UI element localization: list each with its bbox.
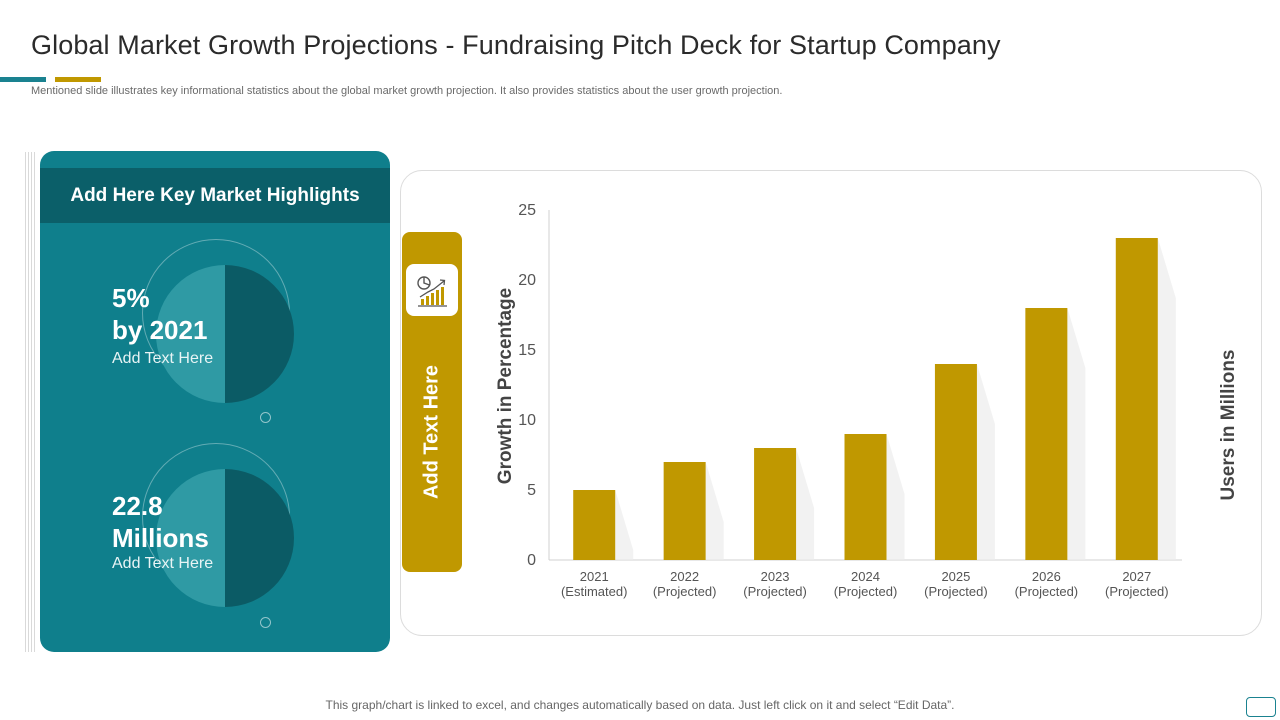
- bar: [1025, 308, 1068, 560]
- y-tick-label: 0: [527, 552, 536, 569]
- highlights-heading: Add Here Key Market Highlights: [40, 168, 390, 223]
- y-tick-label: 25: [518, 202, 536, 219]
- x-tick-sublabel: (Projected): [1015, 584, 1079, 599]
- highlight-value-1-line2: by 2021: [112, 315, 208, 345]
- bar-shadow: [796, 448, 815, 560]
- corner-frame: [1246, 697, 1276, 717]
- title-accent-gold: [55, 77, 101, 82]
- highlight-ring-dot-2: [260, 617, 271, 628]
- x-tick-label: 2026: [1032, 569, 1061, 584]
- x-tick-label: 2025: [941, 569, 970, 584]
- bar-shadow: [1157, 238, 1176, 560]
- x-tick-sublabel: (Projected): [834, 584, 898, 599]
- highlight-value-1-line1: 5%: [112, 283, 150, 313]
- title-accent-teal: [0, 77, 46, 82]
- x-tick-sublabel: (Estimated): [561, 584, 627, 599]
- panel-decorative-stripe: [25, 152, 37, 652]
- y-tick-label: 10: [518, 412, 536, 429]
- slide-subtitle: Mentioned slide illustrates key informat…: [31, 85, 783, 97]
- bar-shadow: [615, 490, 634, 560]
- x-tick-label: 2022: [670, 569, 699, 584]
- highlights-panel: Add Here Key Market Highlights 5% by 202…: [40, 151, 390, 652]
- bar: [754, 448, 797, 560]
- y-tick-label: 5: [527, 482, 536, 499]
- slide-title: Global Market Growth Projections - Fundr…: [31, 30, 1001, 60]
- bar: [934, 364, 977, 560]
- bar: [1115, 238, 1158, 560]
- bar-shadow: [1067, 308, 1086, 560]
- x-tick-label: 2024: [851, 569, 880, 584]
- chart-icon-box: [406, 264, 458, 316]
- x-tick-label: 2023: [761, 569, 790, 584]
- highlight-pie-1: [156, 265, 294, 403]
- footer-note: This graph/chart is linked to excel, and…: [325, 698, 955, 712]
- secondary-axis-title: Users in Millions: [1218, 350, 1239, 501]
- highlight-value-2-line1: 22.8: [112, 491, 163, 521]
- bar: [663, 462, 706, 560]
- bar: [573, 490, 616, 560]
- x-tick-sublabel: (Projected): [653, 584, 717, 599]
- x-tick-label: 2027: [1122, 569, 1151, 584]
- bar-shadow: [976, 364, 995, 560]
- highlight-value-2-line2: Millions: [112, 523, 209, 553]
- highlight-caption-2: Add Text Here: [112, 555, 214, 572]
- x-tick-sublabel: (Projected): [924, 584, 988, 599]
- highlight-ring-dot-1: [260, 412, 271, 423]
- x-tick-sublabel: (Projected): [743, 584, 807, 599]
- bar: [844, 434, 887, 560]
- highlight-caption-1: Add Text Here: [112, 350, 214, 367]
- y-tick-label: 15: [518, 342, 536, 359]
- highlight-pie-2: [156, 469, 294, 607]
- y-axis-title: Growth in Percentage: [495, 288, 516, 484]
- highlight-value-2: 22.8 Millions: [112, 490, 209, 554]
- highlight-value-1: 5% by 2021: [112, 282, 207, 346]
- y-tick-label: 20: [518, 272, 536, 289]
- x-tick-label: 2021: [580, 569, 609, 584]
- pie-and-bar-growth-icon: [417, 276, 447, 307]
- bar-shadow: [705, 462, 724, 560]
- bar-shadow: [886, 434, 905, 560]
- x-tick-sublabel: (Projected): [1105, 584, 1169, 599]
